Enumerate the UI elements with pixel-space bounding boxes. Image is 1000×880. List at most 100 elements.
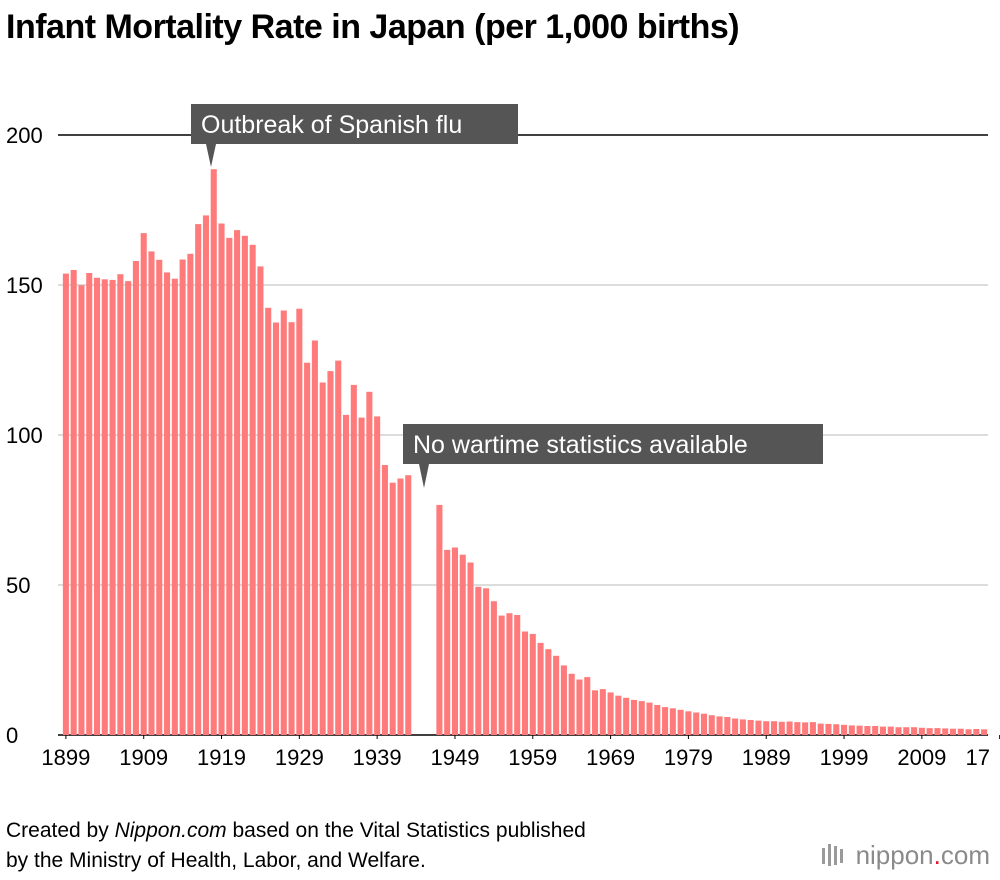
bar-1985 <box>732 718 739 735</box>
bar-1948 <box>444 549 451 735</box>
bar-1951 <box>467 562 474 735</box>
x-tick-label-1949: 1949 <box>430 745 479 770</box>
bar-2006 <box>895 727 902 735</box>
bar-1943 <box>405 475 412 735</box>
annotation-spanish-flu: Outbreak of Spanish flu <box>191 104 518 167</box>
bar-1901 <box>78 285 85 735</box>
bar-1974 <box>646 702 653 735</box>
bar-1902 <box>86 273 93 735</box>
source-suffix: based on the Vital Statistics published <box>226 819 586 842</box>
bar-1910 <box>148 251 155 735</box>
bar-1918 <box>210 169 217 735</box>
bar-1924 <box>257 266 264 735</box>
bar-1921 <box>234 230 241 735</box>
bar-1972 <box>630 699 637 735</box>
source-line-2: by the Ministry of Health, Labor, and We… <box>6 849 426 872</box>
bar-1991 <box>778 721 785 735</box>
bar-1915 <box>187 253 194 736</box>
bar-1904 <box>101 279 108 735</box>
bar-1958 <box>521 631 529 735</box>
annotation-text: No wartime statistics available <box>413 431 748 459</box>
bar-2001 <box>856 725 863 735</box>
bar-2003 <box>872 726 879 735</box>
annotation-box <box>191 104 518 144</box>
bar-1995 <box>809 722 816 735</box>
x-tick-label-1999: 1999 <box>820 745 869 770</box>
bar-1966 <box>584 677 591 735</box>
bar-1940 <box>381 465 388 735</box>
bar-1913 <box>171 278 178 735</box>
annotations: Outbreak of Spanish flu No wartime statis… <box>191 104 823 488</box>
bar-chart: 0 50 100 150 200 1899 1909 1919 1929 1939 1949 195… <box>6 104 1000 770</box>
annotation-pointer <box>206 144 216 167</box>
bar-1916 <box>195 224 202 735</box>
bar-1957 <box>514 615 521 735</box>
bar-1982 <box>708 715 715 735</box>
x-tick-label-1909: 1909 <box>119 745 168 770</box>
x-tick-label-1899: 1899 <box>41 745 90 770</box>
bar-1923 <box>249 244 256 736</box>
bar-1971 <box>623 697 630 735</box>
bar-2012 <box>942 728 949 735</box>
bar-1981 <box>700 713 708 735</box>
bar-1976 <box>662 707 669 735</box>
bar-1963 <box>560 665 567 735</box>
bar-1929 <box>296 308 303 735</box>
bar-1930 <box>304 362 311 735</box>
bar-1939 <box>374 416 381 735</box>
bar-1908 <box>132 261 139 735</box>
bar-1967 <box>592 690 599 735</box>
bar-1906 <box>117 274 124 735</box>
bar-1961 <box>545 649 552 735</box>
bar-1984 <box>724 717 731 735</box>
bar-1903 <box>93 277 101 735</box>
bar-1973 <box>638 701 645 735</box>
source-prefix: Created by <box>6 819 115 842</box>
bar-1907 <box>125 281 132 735</box>
x-tick-label-1929: 1929 <box>275 745 324 770</box>
bar-1936 <box>350 384 357 735</box>
bar-1999 <box>841 724 848 735</box>
bar-2014 <box>957 728 964 735</box>
annotation-box <box>403 424 823 464</box>
x-tick-label-1919: 1919 <box>197 745 246 770</box>
bar-1992 <box>786 721 793 735</box>
bar-1993 <box>794 722 801 735</box>
bar-1922 <box>241 235 248 736</box>
bar-1979 <box>685 711 692 735</box>
annotation-text: Outbreak of Spanish flu <box>201 111 462 139</box>
bar-1964 <box>568 673 575 735</box>
logo-bars-icon <box>821 844 843 866</box>
bar-1947 <box>436 504 443 735</box>
bar-1990 <box>770 721 778 735</box>
bar-1994 <box>802 722 809 735</box>
bar-2002 <box>864 726 871 735</box>
y-tick-label-100: 100 <box>6 423 43 448</box>
annotation-pointer <box>419 464 429 488</box>
x-tick-label-17: 17 <box>966 745 990 770</box>
x-tick-label-1959: 1959 <box>508 745 557 770</box>
bar-1960 <box>537 642 544 735</box>
y-tick-label-150: 150 <box>6 273 43 298</box>
bar-series <box>62 169 988 736</box>
bar-1988 <box>755 720 762 735</box>
bar-2008 <box>911 727 918 735</box>
bar-1997 <box>825 723 832 735</box>
bar-2010 <box>926 728 933 735</box>
bar-1937 <box>358 417 365 735</box>
x-tick-label-1979: 1979 <box>664 745 713 770</box>
bar-1899 <box>62 273 69 735</box>
bar-1962 <box>553 655 560 735</box>
bar-1914 <box>179 259 186 735</box>
bar-1998 <box>833 724 840 735</box>
bar-1953 <box>483 588 490 735</box>
nippon-logo: nippon.com <box>821 840 990 871</box>
bar-1935 <box>342 414 350 735</box>
bar-1934 <box>335 360 342 735</box>
logo-dot: . <box>933 840 941 870</box>
bar-1931 <box>311 340 318 735</box>
bar-1911 <box>156 259 163 735</box>
bar-1938 <box>366 391 373 735</box>
bar-1952 <box>475 586 482 735</box>
bar-2004 <box>879 726 886 735</box>
